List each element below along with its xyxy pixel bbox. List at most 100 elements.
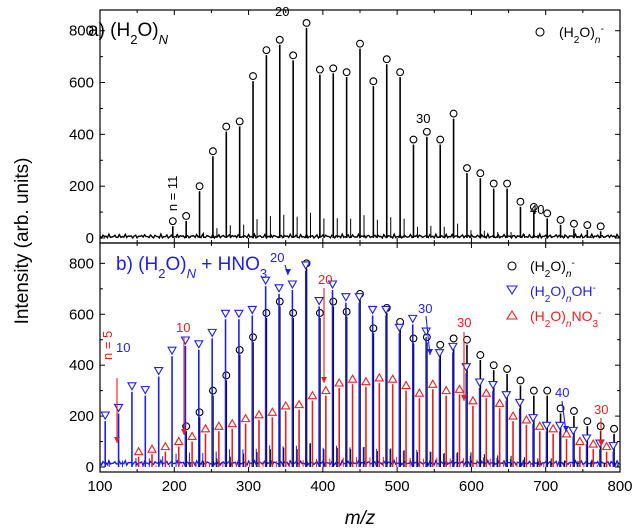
data-point-circle bbox=[556, 215, 565, 224]
y-tick-label: 0 bbox=[86, 230, 94, 247]
x-tick-label: 500 bbox=[385, 478, 410, 495]
annotation-label: 30 bbox=[457, 315, 471, 330]
y-tick-label: 200 bbox=[69, 408, 94, 425]
data-point-triangle-up bbox=[147, 444, 157, 453]
data-point-circle bbox=[195, 182, 204, 191]
data-point-triangle-up bbox=[160, 441, 171, 451]
data-point-triangle-down bbox=[327, 280, 338, 290]
annotation-label: 30 bbox=[416, 111, 430, 126]
y-tick-label: 600 bbox=[69, 306, 94, 323]
data-point-circle bbox=[302, 19, 311, 27]
x-tick-label: 400 bbox=[310, 478, 335, 495]
legend-triangle-up-marker bbox=[506, 309, 518, 320]
annotation-label: 40 bbox=[530, 202, 544, 217]
data-point-circle bbox=[208, 147, 217, 156]
data-point-circle bbox=[168, 217, 177, 226]
data-point-triangle-down bbox=[126, 382, 137, 391]
data-point-circle bbox=[543, 209, 552, 218]
data-point-triangle-down bbox=[488, 380, 498, 390]
legend-circle-marker bbox=[535, 27, 545, 37]
data-point-circle bbox=[409, 135, 418, 144]
svg-text:(H2O)nNO3-: (H2O)nNO3- bbox=[530, 308, 601, 330]
data-point-circle bbox=[262, 46, 271, 55]
data-point-triangle-up bbox=[294, 399, 305, 409]
data-point-triangle-down bbox=[474, 378, 485, 388]
annotation-arrow-head bbox=[563, 426, 569, 432]
data-point-triangle-up bbox=[467, 395, 478, 405]
data-point-triangle-down bbox=[394, 323, 405, 333]
annotation-arrow-head bbox=[321, 377, 327, 383]
data-point-triangle-up bbox=[574, 436, 585, 446]
x-tick-label: 100 bbox=[87, 478, 112, 495]
panel-b-label: b) (H2O)N + HNO3 bbox=[116, 254, 267, 281]
data-point-triangle-down bbox=[113, 403, 124, 413]
legend-circle-marker bbox=[507, 261, 517, 271]
data-point-triangle-down bbox=[354, 293, 365, 302]
data-point-circle bbox=[249, 72, 257, 81]
data-point-circle bbox=[182, 212, 191, 220]
y-tick-label: 200 bbox=[69, 178, 94, 195]
data-point-circle bbox=[489, 361, 498, 370]
annotation-label: 20 bbox=[275, 4, 289, 19]
data-point-circle bbox=[463, 335, 471, 344]
x-axis-title: m/z bbox=[345, 508, 376, 529]
annotation-arrow-head bbox=[114, 437, 120, 443]
panel-a-legend: (H2O)n- bbox=[535, 24, 604, 46]
data-point-circle bbox=[529, 202, 538, 211]
data-point-triangle-up bbox=[401, 380, 412, 390]
data-point-circle bbox=[382, 55, 391, 64]
data-point-triangle-down bbox=[247, 305, 258, 315]
data-point-circle bbox=[503, 179, 512, 188]
annotation-label: 40 bbox=[555, 385, 569, 400]
data-point-triangle-down bbox=[568, 426, 579, 436]
data-point-triangle-down bbox=[193, 340, 204, 349]
data-point-triangle-down bbox=[180, 336, 191, 346]
data-point-circle bbox=[529, 386, 538, 395]
annotation-arrow-head bbox=[598, 440, 604, 446]
data-point-triangle-down bbox=[581, 434, 592, 444]
data-point-triangle-up bbox=[601, 441, 612, 451]
data-point-triangle-down bbox=[554, 421, 565, 431]
data-point-triangle-up bbox=[548, 423, 559, 433]
data-point-triangle-down bbox=[233, 309, 244, 319]
data-point-circle bbox=[543, 386, 552, 395]
data-point-triangle-down bbox=[287, 280, 298, 290]
data-point-circle bbox=[610, 424, 619, 433]
data-point-circle bbox=[369, 77, 378, 86]
data-point-circle bbox=[436, 340, 445, 349]
panel-a-plot: 0 200 400 600 800 n = 11 20 30 40 bbox=[69, 4, 621, 247]
data-point-circle bbox=[596, 222, 605, 231]
data-point-circle bbox=[569, 219, 578, 228]
annotation-label: 20 bbox=[270, 250, 284, 265]
data-point-triangle-up bbox=[427, 379, 438, 388]
x-tick-label: 700 bbox=[533, 478, 558, 495]
data-point-triangle-down bbox=[367, 305, 378, 315]
data-point-triangle-up bbox=[133, 446, 144, 456]
data-point-circle bbox=[463, 164, 471, 172]
data-point-circle bbox=[289, 51, 298, 60]
data-point-triangle-down bbox=[407, 314, 418, 324]
data-point-circle bbox=[396, 68, 405, 77]
panel-b-plot: 0 200 400 600 800 100 200 300 400 500 600 700 800 n =… bbox=[69, 243, 633, 495]
panel-a-label: a) (H2O)N bbox=[88, 20, 169, 47]
data-point-circle bbox=[422, 127, 431, 136]
data-point-triangle-down bbox=[447, 342, 458, 352]
data-point-triangle-up bbox=[521, 414, 532, 424]
data-point-triangle-down bbox=[514, 398, 525, 408]
data-point-triangle-up bbox=[320, 385, 331, 395]
data-point-triangle-down bbox=[300, 261, 311, 271]
data-point-triangle-up bbox=[254, 409, 264, 419]
data-point-triangle-up bbox=[334, 377, 345, 387]
data-point-triangle-up bbox=[561, 428, 572, 438]
annotation-label: n = 11 bbox=[165, 176, 180, 212]
annotation-arrow-shaft bbox=[425, 315, 431, 356]
data-point-triangle-up bbox=[200, 423, 211, 433]
data-point-triangle-down bbox=[207, 328, 218, 338]
data-point-triangle-up bbox=[494, 398, 505, 407]
svg-text:(H2O)n-: (H2O)n- bbox=[530, 258, 575, 280]
annotation-label: 10 bbox=[116, 340, 130, 355]
data-point-triangle-up bbox=[267, 407, 278, 416]
data-point-circle bbox=[476, 351, 485, 359]
data-point-triangle-up bbox=[441, 385, 452, 395]
data-point-triangle-up bbox=[280, 400, 291, 410]
